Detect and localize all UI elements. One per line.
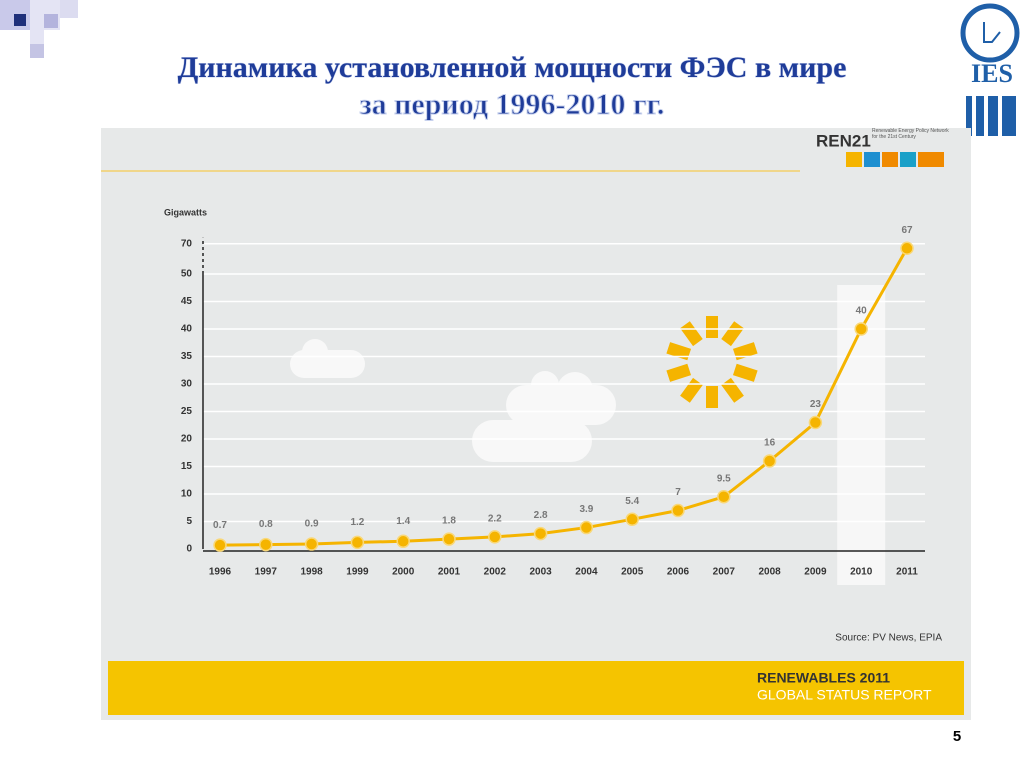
footer-band [108, 661, 964, 715]
x-tick-label: 1997 [255, 567, 278, 578]
point [671, 503, 685, 518]
x-tick-label: 1998 [300, 567, 323, 578]
y-tick-label: 45 [181, 296, 193, 307]
y-tick-label: 0 [186, 544, 192, 555]
value-label: 2.8 [534, 510, 548, 521]
x-tick-label: 2006 [667, 567, 690, 578]
page-number: 5 [953, 728, 961, 745]
point [579, 520, 594, 535]
x-tick-label: 1996 [209, 567, 232, 578]
value-label: 67 [901, 225, 913, 236]
ies-logo: IES [960, 3, 1020, 136]
point [533, 526, 548, 541]
point [396, 534, 410, 549]
line [219, 247, 909, 547]
point [259, 537, 273, 552]
brand-icons [846, 152, 944, 167]
x-tick-label: 2002 [484, 567, 507, 578]
point [442, 532, 456, 546]
value-label: 3.9 [579, 504, 593, 515]
value-label: 5.4 [625, 496, 639, 507]
y-tick-label: 5 [186, 516, 192, 527]
x-tick-label: 1999 [346, 567, 369, 578]
value-label: 9.5 [717, 473, 731, 484]
y-tick-label: 50 [181, 269, 193, 280]
brand: REN21 [816, 131, 871, 150]
point [808, 415, 823, 430]
x-tick-label: 2007 [713, 567, 736, 578]
sun [666, 316, 758, 408]
footer-title: RENEWABLES 2011 [757, 670, 890, 686]
y-tick-label: 25 [181, 406, 193, 417]
footer-subtitle: GLOBAL STATUS REPORT [757, 687, 932, 703]
corner-squares [0, 0, 78, 58]
value-label: 23 [810, 399, 822, 410]
x-tick-label: 2011 [896, 567, 918, 578]
y-tick-label: 15 [181, 461, 193, 472]
value-label: 1.2 [350, 517, 364, 528]
point [625, 512, 639, 527]
point [304, 537, 319, 551]
y-tick-label: 40 [181, 324, 193, 335]
x-tick-label: 2010 [850, 567, 873, 578]
value-label: 1.8 [442, 516, 456, 527]
source: Source: PV News, EPIA [835, 633, 942, 644]
x-tick-label: 2005 [621, 567, 644, 578]
point [854, 322, 868, 336]
x-tick-label: 2001 [438, 567, 461, 578]
x-tick-label: 2004 [575, 567, 598, 578]
brand-note: Renewable Energy Policy Network for the … [872, 128, 949, 140]
plot: 0 5 10 15 20 25 30 35 40 45 50 70 0.7 1996 0.8 1997 0.9 1… [181, 225, 925, 585]
value-label: 0.9 [305, 519, 319, 530]
brand-note-text: Renewable Energy Policy Network for the … [872, 128, 949, 140]
y-tick-label: 30 [181, 379, 193, 390]
point [762, 454, 777, 468]
point [717, 490, 731, 504]
value-label: 16 [764, 438, 776, 449]
x-tick-label: 2003 [529, 567, 552, 578]
value-label: 2.2 [488, 514, 502, 525]
point [350, 535, 365, 550]
value-label: 0.8 [259, 519, 273, 530]
value-label: 0.7 [213, 520, 227, 531]
point [213, 538, 227, 552]
x-tick-label: 2000 [392, 567, 415, 578]
slide-title: за период 1996-2010 гг. [360, 88, 665, 121]
point [900, 241, 914, 256]
y-tick-label: 10 [181, 489, 193, 500]
y-tick-label: 70 [181, 238, 193, 249]
value-label: 1.4 [396, 516, 410, 527]
x-tick-label: 2009 [804, 567, 827, 578]
y-tick-label: 20 [181, 434, 193, 445]
point [488, 530, 502, 544]
value-label: 7 [675, 487, 681, 498]
slide-title: Динамика установленной мощности ФЭС в ми… [178, 51, 847, 84]
y-axis-label: Gigawatts [164, 207, 207, 217]
x-tick-label: 2008 [758, 567, 781, 578]
value-label: 40 [856, 306, 868, 317]
y-tick-label: 35 [181, 351, 193, 362]
logo-text: IES [971, 59, 1013, 88]
